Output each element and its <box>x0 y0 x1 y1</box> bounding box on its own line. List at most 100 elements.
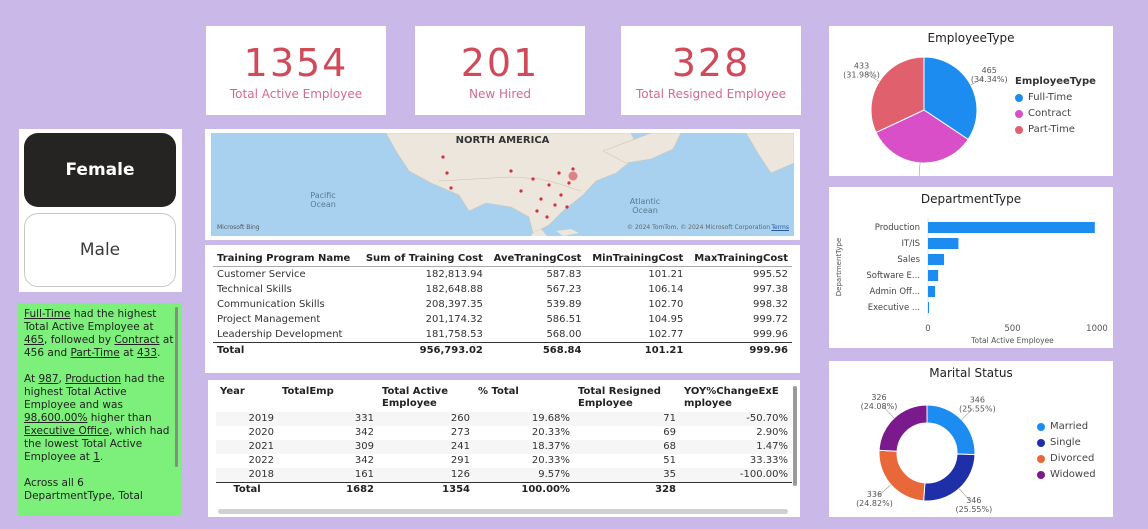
y-axis-label: DepartmentType <box>835 238 843 296</box>
table-row[interactable]: 2018 161 126 9.57% 35 -100.00% <box>216 468 792 483</box>
table-row[interactable]: 2021 309 241 18.37% 68 1.47% <box>216 440 792 454</box>
kpi-new-hired: 201 New Hired <box>415 26 585 115</box>
x-axis-label: Total Active Employee <box>970 336 1054 345</box>
slice-widowed <box>878 404 928 452</box>
table-header-row: Training Program Name Sum of Training Co… <box>213 251 792 267</box>
department-type-bars[interactable]: Production IT/IS Sales Software E... Admin O… <box>829 187 1113 348</box>
chart-title: EmployeeType <box>927 31 1015 45</box>
map-provider-logo: Microsoft Bing <box>217 224 260 231</box>
legend-item-contract[interactable]: Contract <box>1015 108 1096 119</box>
kpi-total-resigned: 328 Total Resigned Employee <box>621 26 801 115</box>
table-row[interactable]: 2019 331 260 19.68% 71 -50.70% <box>216 412 792 426</box>
x-tick-label: 500 <box>1004 324 1020 334</box>
narrative-paragraph-2: At 987, Production had the highest Total… <box>24 373 170 463</box>
narrative-paragraph-3: Across all 6 DepartmentType, Total <box>24 477 143 502</box>
column-header[interactable]: YOY%ChangeExEmployee <box>684 386 779 409</box>
kpi-label: New Hired <box>468 86 531 101</box>
slicer-male-button[interactable]: Male <box>24 213 176 287</box>
map-point <box>449 186 453 190</box>
department-type-chart: DepartmentType Production IT/IS Sales Softw… <box>829 187 1113 348</box>
kpi-label: Total Active Employee <box>229 86 363 101</box>
ocean-label-atlantic: Atlantic Ocean <box>629 197 661 215</box>
map-point <box>531 177 535 181</box>
column-header[interactable]: Total Resigned Employee <box>578 386 661 409</box>
slicer-female-button[interactable]: Female <box>24 133 176 207</box>
data-label: 346 (25.55%) <box>955 496 992 514</box>
map-point <box>547 183 551 187</box>
slice-single <box>923 453 976 502</box>
training-cost-table: Training Program Name Sum of Training Co… <box>205 245 800 373</box>
map-credit: © 2024 TomTom, © 2024 Microsoft Corporat… <box>627 224 770 231</box>
x-tick-label: 1000 <box>1086 324 1108 334</box>
table-row[interactable]: 2022 342 291 20.33% 51 33.33% <box>248 455 788 466</box>
data-label: 346 (25.55%) <box>959 395 996 413</box>
table-row[interactable]: Communication Skills 208,397.35 539.89 102.… <box>217 299 788 310</box>
legend-title: EmployeeType <box>1015 76 1096 87</box>
bar-sales <box>928 254 945 265</box>
chart-title: Marital Status <box>929 366 1013 380</box>
narrative-scrollbar[interactable] <box>175 307 178 467</box>
column-header[interactable]: MinTrainingCost <box>585 251 688 267</box>
legend-item-single[interactable]: Single <box>1037 437 1096 448</box>
bar-software-e- <box>928 270 939 281</box>
marital-status-donut[interactable]: 346 (25.55%) 346 (25.55%) 336 (24.82%) 326 (24.… <box>829 361 1019 517</box>
bar-admin-off- <box>928 286 936 297</box>
employee-type-chart: EmployeeType 465(34.34%) 456(33.68%) 433(3… <box>829 26 1113 176</box>
table-total-row: Total 1682 1354 100.00% 328 <box>216 482 792 497</box>
legend-item-divorced[interactable]: Divorced <box>1037 453 1096 464</box>
slice-contract <box>875 109 969 164</box>
map-canvas[interactable]: NORTH AMERICA Pacific Ocean Atlantic Oce… <box>211 133 794 236</box>
land-shapes <box>385 133 794 236</box>
slice-part-time <box>870 56 925 134</box>
map-point <box>509 169 513 173</box>
map-point <box>539 197 543 201</box>
column-header[interactable]: Training Program Name <box>213 251 359 267</box>
category-tick-label: Production <box>875 223 920 233</box>
column-header[interactable]: Year <box>220 386 245 397</box>
kpi-label: Total Resigned Employee <box>635 86 787 101</box>
horizontal-scrollbar[interactable] <box>218 509 788 514</box>
table-row[interactable]: Leadership Development 181,758.53 568.00 10… <box>217 329 788 340</box>
column-header[interactable]: MaxTrainingCost <box>687 251 792 267</box>
marital-status-legend: Married Single Divorced Widowed <box>1037 416 1096 480</box>
column-header[interactable]: Sum of Training Cost <box>358 251 487 267</box>
map-data-points <box>441 155 578 219</box>
table-row[interactable]: Project Management 201,174.32 586.51 104.95… <box>217 314 788 325</box>
kpi-value: 1354 <box>243 40 349 85</box>
column-header[interactable]: TotalEmp <box>282 386 334 397</box>
data-label: 456(33.68%) <box>900 175 937 176</box>
table-row[interactable]: Technical Skills 182,648.88 567.23 106.14 99… <box>217 284 788 295</box>
narrative-paragraph-1: Full-Time had the highest Total Active E… <box>24 308 174 359</box>
column-header[interactable]: % Total <box>478 386 519 397</box>
legend-item-married[interactable]: Married <box>1037 421 1096 432</box>
legend-item-part-time[interactable]: Part-Time <box>1015 124 1096 135</box>
legend-item-full-time[interactable]: Full-Time <box>1015 92 1096 103</box>
employee-type-pie[interactable]: 465(34.34%) 456(33.68%) 433(31.98%) <box>829 26 1009 176</box>
data-label: 465 (34.34%) <box>971 66 1008 84</box>
table-total-row: Total 956,793.02 568.84 101.21 999.96 <box>213 342 792 358</box>
yearly-employee-table: Year TotalEmp Total Active Employee % To… <box>208 380 800 517</box>
ocean-label-pacific: Pacific Ocean <box>310 191 336 209</box>
map-point <box>519 189 523 193</box>
data-label: 336 (24.82%) <box>856 490 893 508</box>
map-terms-link[interactable]: Terms <box>771 224 789 231</box>
marital-status-chart: Marital Status 346 (25.55%) 346 (25.55%) 336… <box>829 361 1113 517</box>
table-row[interactable]: Customer Service 182,813.94 587.83 101.21 99… <box>217 269 788 280</box>
smart-narrative: Full-Time had the highest Total Active E… <box>18 303 182 516</box>
table-row[interactable]: 2020 342 273 20.33% 69 2.90% <box>248 427 788 438</box>
column-header[interactable]: AveTraningCost <box>486 251 586 267</box>
map-point <box>535 209 539 213</box>
map-point <box>565 205 569 209</box>
vertical-scrollbar[interactable] <box>793 386 797 486</box>
kpi-value: 201 <box>460 40 540 85</box>
slice-divorced <box>878 449 926 502</box>
gender-slicer: Female Male <box>19 129 182 292</box>
kpi-value: 328 <box>671 40 751 85</box>
legend-item-widowed[interactable]: Widowed <box>1037 469 1096 480</box>
map-point <box>571 167 575 171</box>
category-tick-label: Admin Off... <box>870 287 920 297</box>
category-tick-label: Executive ... <box>868 303 920 313</box>
column-header[interactable]: Total Active Employee <box>382 386 448 409</box>
map-point <box>559 193 563 197</box>
map-point <box>557 171 561 175</box>
